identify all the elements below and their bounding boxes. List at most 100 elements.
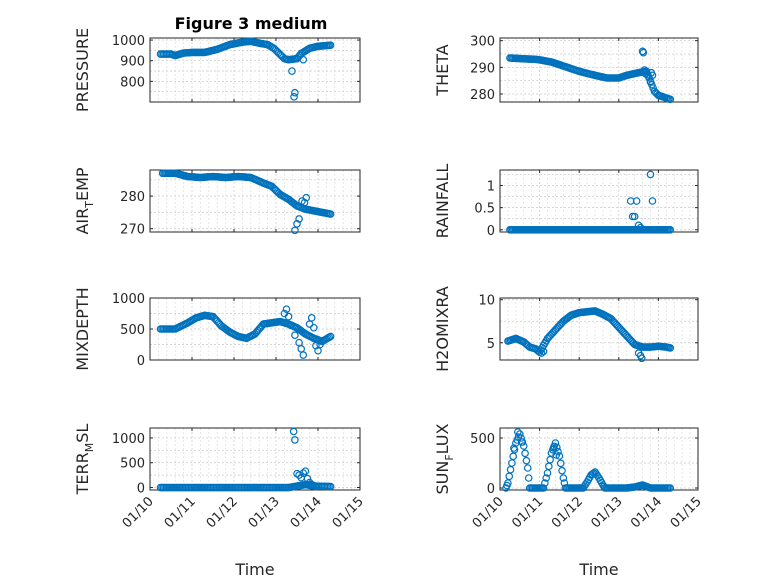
data-point xyxy=(286,321,295,330)
y-tick-label: 290 xyxy=(470,61,495,76)
data-point xyxy=(510,444,518,452)
y-tick-label: 1000 xyxy=(112,34,145,49)
data-point xyxy=(302,193,311,202)
data-point xyxy=(289,427,298,436)
data-point xyxy=(326,210,335,218)
x-tick-label: 01/14 xyxy=(628,494,665,531)
y-tick-label: 0 xyxy=(137,482,145,497)
data-point xyxy=(556,459,565,468)
data-point xyxy=(293,220,301,228)
x-tick-label: 01/10 xyxy=(470,494,507,531)
data-point xyxy=(640,66,649,74)
plot-frame xyxy=(499,297,699,361)
plot-area xyxy=(499,37,699,103)
x-tick-label: 01/11 xyxy=(509,494,546,531)
y-tick-label: 270 xyxy=(120,223,145,238)
subplot-mixdepth: 0 500 1000 MIXDEPTH xyxy=(73,287,361,371)
data-point xyxy=(549,444,558,452)
y-axis-label: PRESSURE xyxy=(73,28,92,112)
data-point xyxy=(648,197,657,205)
data-point xyxy=(312,341,320,350)
data-point xyxy=(552,443,561,452)
data-point xyxy=(316,340,324,349)
y-axis-label: H2OMIXRA xyxy=(433,286,452,372)
plot-area xyxy=(149,427,361,491)
data-point xyxy=(523,464,532,472)
data-point xyxy=(542,474,551,482)
y-tick-label: 500 xyxy=(120,323,145,338)
data-point xyxy=(301,330,310,338)
y-tick-label: 300 xyxy=(470,35,495,50)
plot-frame xyxy=(149,37,361,103)
y-tick-label: 0 xyxy=(137,354,145,369)
data-point xyxy=(551,439,560,447)
y-axis-label: MIXDEPTH xyxy=(73,287,92,370)
y-tick-label: 1 xyxy=(487,180,495,195)
data-point xyxy=(555,452,564,460)
y-tick-label: 5 xyxy=(487,337,495,352)
data-point xyxy=(541,479,549,487)
y-tick-label: 0.5 xyxy=(474,202,495,217)
data-point xyxy=(666,225,675,234)
data-point xyxy=(301,467,310,475)
y-tick-label: 800 xyxy=(120,75,145,90)
data-point xyxy=(312,482,320,491)
x-tick-label: 01/13 xyxy=(589,494,626,531)
y-tick-label: 1000 xyxy=(112,432,145,447)
y-axis-label: RAINFALL xyxy=(433,164,452,239)
data-point xyxy=(291,331,299,340)
data-point xyxy=(300,198,309,207)
data-point xyxy=(295,215,303,223)
data-point xyxy=(521,449,529,458)
subplot-theta: 280 290 300 THETA xyxy=(433,35,699,104)
data-point xyxy=(288,67,296,75)
data-point xyxy=(552,451,561,459)
data-point xyxy=(326,332,335,341)
data-point xyxy=(299,469,308,477)
x-axis-label: Time xyxy=(234,560,274,579)
y-axis-label: SUNFLUX xyxy=(433,423,456,494)
data-point xyxy=(299,55,308,64)
data-point xyxy=(522,456,531,465)
data-point xyxy=(630,212,639,221)
subplot-airtemp: 270 280 AIRTEMP xyxy=(73,167,361,238)
subplot-h2omixra: 5 10 H2OMIXRA xyxy=(433,286,699,372)
data-point xyxy=(299,351,308,359)
subplot-terrmsl: 01/10 01/11 01/12 01/13 01/14 01/15 0 500 1000 TE… xyxy=(73,424,367,579)
y-tick-label: 500 xyxy=(470,432,495,447)
plot-frame xyxy=(499,37,699,103)
x-tick-label: 01/12 xyxy=(549,494,586,531)
data-point xyxy=(524,474,533,482)
y-tick-label: 0 xyxy=(487,482,495,497)
data-point xyxy=(290,93,298,101)
x-tick-label: 01/13 xyxy=(246,494,283,531)
plot-area xyxy=(499,169,699,233)
y-axis-label: AIRTEMP xyxy=(73,167,96,234)
data-point xyxy=(639,48,648,57)
data-point xyxy=(636,223,645,232)
x-tick-label: 01/11 xyxy=(162,494,199,531)
figure-title: Figure 3 medium xyxy=(175,14,328,33)
x-tick-label: 01/15 xyxy=(330,494,367,531)
y-tick-label: 280 xyxy=(470,88,495,103)
data-point xyxy=(559,474,568,482)
x-tick-label: 01/15 xyxy=(668,494,705,531)
data-point xyxy=(515,430,524,438)
data-point xyxy=(632,197,641,205)
data-point xyxy=(326,41,335,50)
y-tick-label: 1000 xyxy=(112,292,145,307)
data-point xyxy=(558,466,566,475)
data-point xyxy=(666,484,675,492)
data-point xyxy=(282,305,291,313)
data-point xyxy=(307,314,316,322)
subplot-sunflux: 01/10 01/11 01/12 01/13 01/14 01/15 0 500 SUNFLU… xyxy=(433,423,705,579)
x-tick-label: 01/12 xyxy=(204,494,241,531)
data-point xyxy=(637,354,646,363)
y-tick-label: 280 xyxy=(120,190,145,205)
data-point xyxy=(309,323,318,332)
data-point xyxy=(284,312,293,321)
subplot-rainfall: 0 0.5 1 RAINFALL xyxy=(433,164,699,239)
data-point xyxy=(519,442,528,450)
data-point xyxy=(291,436,299,444)
